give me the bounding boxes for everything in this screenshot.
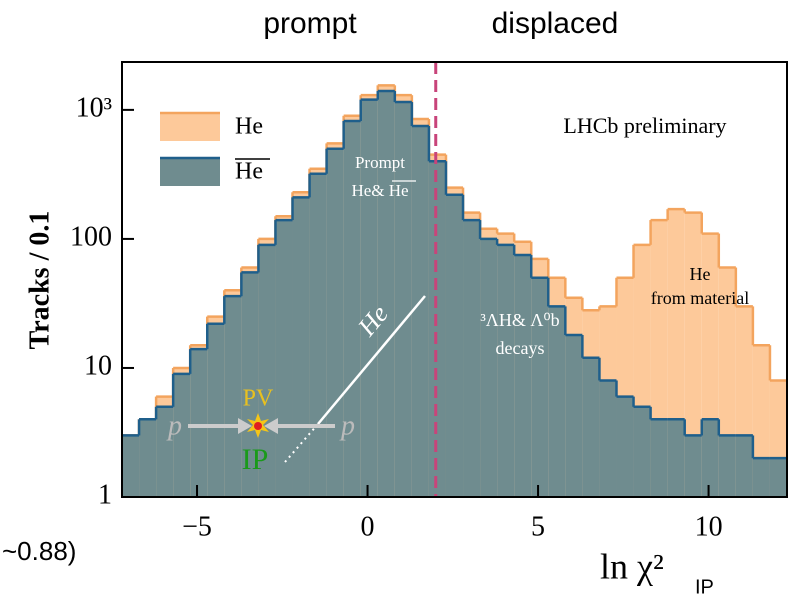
x-axis-label-sub: IP [695,576,714,598]
sketch-dotted [284,423,319,463]
pv-label: PV [243,386,274,412]
histogram-bar [548,306,566,497]
histogram-bar [752,458,770,497]
histogram-bar [428,161,446,497]
histogram-bar [207,323,225,497]
region-label: prompt [263,7,357,40]
histogram-bar [411,126,429,498]
x-tick-label: 0 [361,511,375,542]
proton-label: p [166,410,182,441]
clipped-text: ~0.88) [2,536,76,566]
histogram-bar [531,277,549,497]
y-tick-label: 10 [84,350,112,381]
material-label: from material [651,288,749,308]
plot-frame [121,61,788,498]
histogram-bar [684,212,702,497]
x-tick-label: −5 [182,511,212,542]
histogram-bar [514,255,532,497]
sketch-arrowhead [264,418,278,434]
x-axis-label: ln χ² [600,546,664,586]
prompt-label: Prompt [355,153,405,172]
histogram-bar [718,435,736,497]
histogram-bar [701,419,719,497]
histogram-bar [394,102,412,497]
histogram-bar [377,91,395,497]
sketch-arrowhead [238,418,252,434]
histogram-bar [599,380,617,497]
histogram-bar [275,220,293,497]
histogram-bar [309,173,327,498]
ip-label: IP [242,443,269,476]
histogram-bar [769,458,787,497]
histogram-bar [565,335,583,497]
decay-label: ³ΛH& Λ⁰b [480,310,559,330]
histogram-bar [616,396,634,497]
y-tick-label: 100 [70,221,112,252]
experiment-label: LHCb preliminary [563,113,726,138]
histogram-bar [292,197,310,498]
y-axis-label: Tracks / 0.1 [24,211,55,350]
prompt-label: He& He [351,181,408,200]
pv-dot [254,422,262,430]
histogram-bar [139,419,157,497]
legend-swatch [160,158,220,186]
x-tick-label: 5 [531,511,545,542]
y-tick-label: 1 [98,479,112,510]
x-tick-label: 10 [695,511,723,542]
legend-swatch [160,113,220,141]
histogram-bar [343,121,361,497]
histogram-bar [497,244,515,497]
y-tick-label: 10³ [76,92,112,123]
histogram-bar [173,373,191,497]
histogram-bar [480,238,498,497]
sketch-track [317,295,426,425]
histogram-bar [445,194,464,497]
region-label: displaced [492,7,619,40]
histogram-bar [156,406,174,497]
histogram-bar [735,435,753,497]
legend-label: He [235,159,263,185]
histogram-bar [224,296,242,497]
histogram-bar [684,435,702,497]
material-label: He [690,264,711,284]
histogram-bar [582,357,600,497]
decay-label: decays [496,338,545,358]
histogram-bar [667,419,685,497]
histogram-bar [258,244,276,497]
histogram-bar [463,220,481,497]
histogram-bar [360,99,378,497]
plot-area: 1 10 100 10³ −5 0 5 10 [70,61,788,542]
histogram-bar [190,349,208,497]
histogram-bar [650,419,668,497]
legend: He He [160,111,270,186]
proton-label: p [339,410,355,441]
histogram-bar [241,272,259,497]
histogram-bar [122,435,140,497]
histogram-bar [633,406,651,497]
histogram-bar [326,148,344,497]
legend-label: He [235,114,263,140]
